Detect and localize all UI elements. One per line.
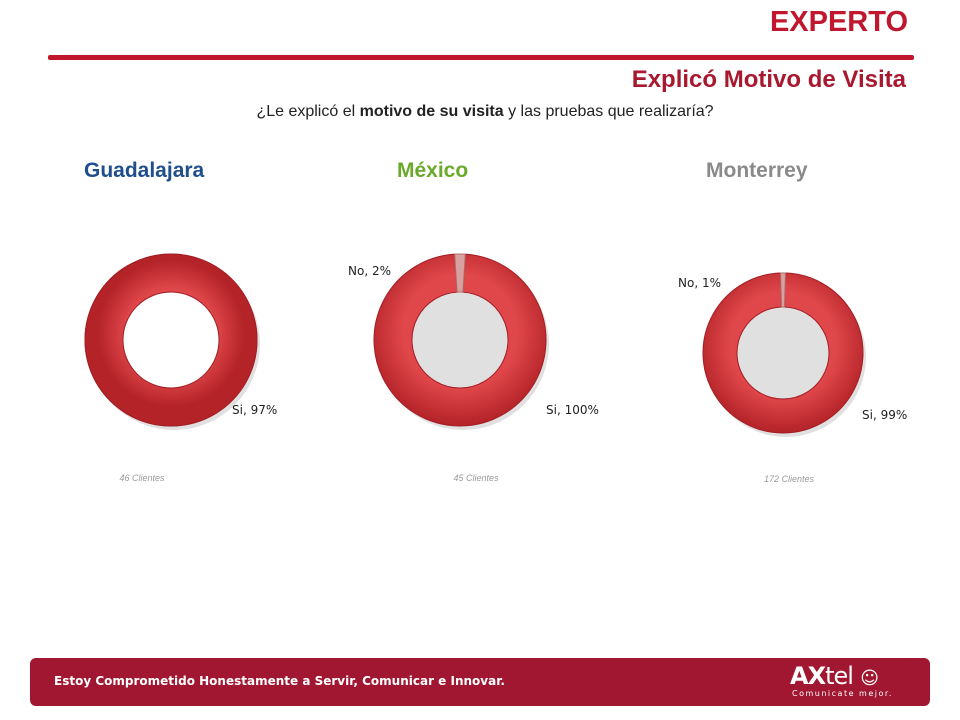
section-title: Explicó Motivo de Visita bbox=[631, 66, 906, 93]
data-label-si: Si, 97% bbox=[232, 403, 277, 417]
donut-slice-no bbox=[454, 253, 466, 293]
client-count: 172 Clientes bbox=[764, 474, 815, 484]
donut-charts: Si, 97% 46 Clientes Si, 100% No, 2% 45 Clien… bbox=[84, 253, 907, 484]
city-title-monterrey: Monterrey bbox=[706, 159, 808, 182]
footer-text: Estoy Comprometido Honestamente a Servir… bbox=[54, 674, 505, 688]
logo-bold: AX bbox=[790, 662, 826, 690]
logo-thin: tel bbox=[825, 662, 854, 690]
footer-bar: Estoy Comprometido Honestamente a Servir… bbox=[30, 658, 930, 706]
logo-tagline: Comunicate mejor. bbox=[792, 689, 893, 698]
question-text: ¿Le explicó el motivo de su visita y las… bbox=[0, 103, 960, 121]
data-label-si: Si, 100% bbox=[546, 403, 599, 417]
header-rule bbox=[48, 55, 914, 60]
axtel-logo: AXtel ☺ Comunicate mejor. bbox=[790, 662, 910, 702]
data-label-no: No, 1% bbox=[678, 276, 721, 290]
donut-ring-full bbox=[85, 254, 257, 426]
donut-slice-si bbox=[702, 272, 864, 434]
question-bold: motivo de su visita bbox=[359, 103, 504, 120]
client-count: 46 Clientes bbox=[119, 473, 165, 483]
donut-hole bbox=[122, 291, 220, 389]
city-title-guadalajara: Guadalajara bbox=[84, 159, 205, 182]
question-pre: ¿Le explicó el bbox=[256, 103, 360, 120]
donut-slice-si bbox=[373, 253, 547, 427]
question-post: y las pruebas que realizaría? bbox=[503, 103, 714, 120]
logo-word: AXtel ☺ bbox=[790, 662, 879, 690]
data-label-no: No, 2% bbox=[348, 264, 391, 278]
client-count: 45 Clientes bbox=[453, 473, 499, 483]
logo-mascot-icon: ☺ bbox=[860, 668, 879, 689]
city-title-mexico: México bbox=[397, 159, 469, 182]
donut-slice-no bbox=[779, 272, 787, 308]
header-title: EXPERTO bbox=[769, 6, 908, 38]
donut-outline-outer bbox=[84, 253, 258, 427]
data-label-si: Si, 99% bbox=[862, 408, 907, 422]
